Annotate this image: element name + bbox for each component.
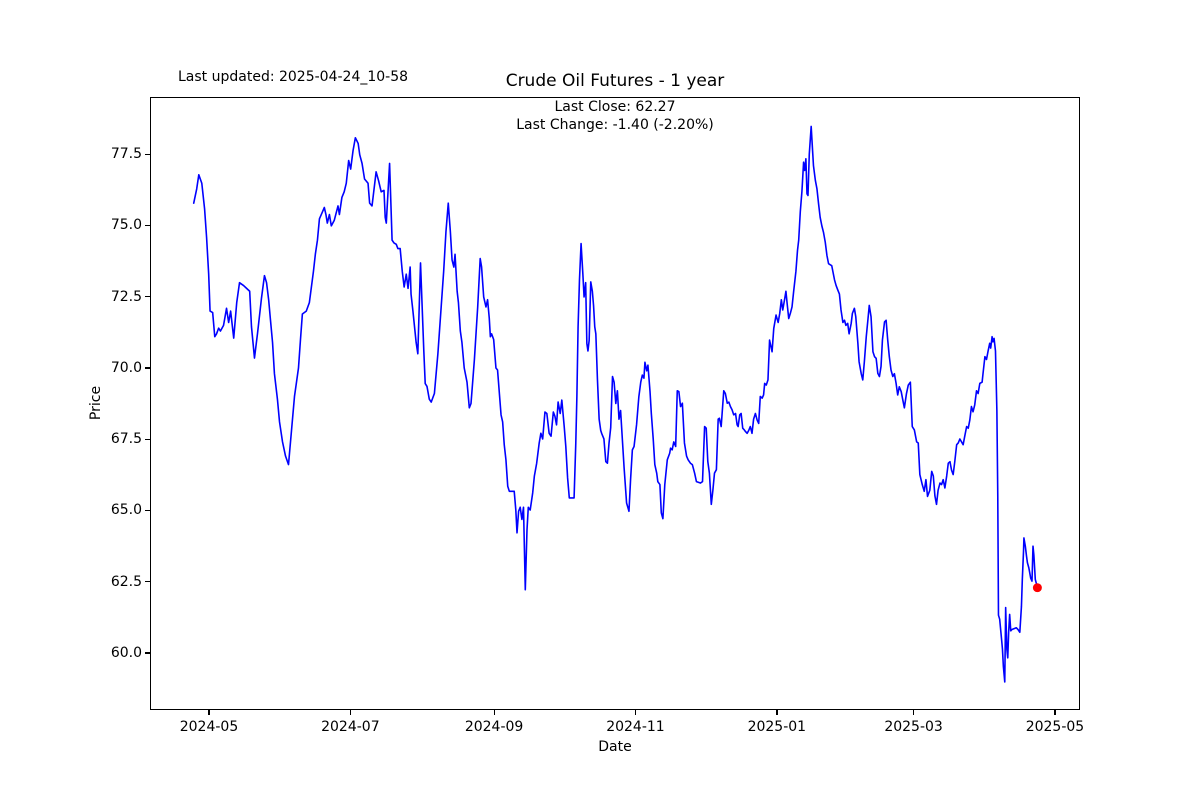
x-tick-mark	[1054, 710, 1056, 715]
last-price-dot	[1032, 583, 1042, 593]
y-tick-label: 67.5	[110, 431, 142, 448]
x-tick-mark	[634, 710, 637, 715]
x-tick-mark	[349, 710, 352, 715]
x-tick-label: 2025-01	[747, 719, 807, 735]
price-line-chart	[192, 125, 1042, 683]
y-tick-mark	[145, 652, 150, 654]
x-tick-label: 2024-09	[464, 719, 524, 735]
last-close-annotation: Last Close: 62.27 Last Change: -1.40 (-2…	[516, 98, 714, 134]
y-tick-label: 72.5	[110, 288, 142, 305]
x-tick-label: 2025-03	[884, 719, 943, 735]
x-tick-label: 2024-07	[321, 719, 380, 735]
y-tick-mark	[145, 509, 150, 512]
y-tick-mark	[145, 367, 150, 369]
x-tick-mark	[913, 710, 915, 715]
y-tick-label: 70.0	[110, 359, 142, 376]
y-tick-mark	[145, 438, 150, 440]
price-line	[192, 125, 1039, 683]
y-tick-mark	[145, 296, 150, 298]
chart-title: Crude Oil Futures - 1 year	[505, 71, 725, 91]
plot-area	[150, 97, 1080, 710]
y-axis-label: Price	[88, 385, 104, 421]
y-tick-label: 77.5	[110, 146, 142, 163]
x-axis-label: Date	[598, 739, 632, 755]
last-close-text: Last Close: 62.27	[554, 99, 676, 115]
y-tick-mark	[145, 224, 150, 226]
y-tick-label: 62.5	[110, 573, 142, 590]
x-tick-mark	[208, 710, 210, 715]
x-tick-mark	[776, 710, 778, 715]
x-tick-label: 2024-11	[606, 719, 665, 735]
last-updated-text: Last updated: 2025-04-24_10-58	[178, 69, 409, 85]
y-tick-label: 75.0	[110, 217, 142, 234]
x-tick-label: 2025-05	[1025, 719, 1085, 735]
y-tick-label: 60.0	[110, 644, 142, 661]
x-tick-mark	[493, 710, 495, 715]
x-tick-label: 2024-05	[179, 719, 239, 735]
y-tick-mark	[145, 153, 150, 155]
last-change-text: Last Change: -1.40 (-2.20%)	[516, 117, 714, 133]
y-tick-mark	[145, 581, 150, 583]
y-tick-label: 65.0	[110, 502, 142, 519]
